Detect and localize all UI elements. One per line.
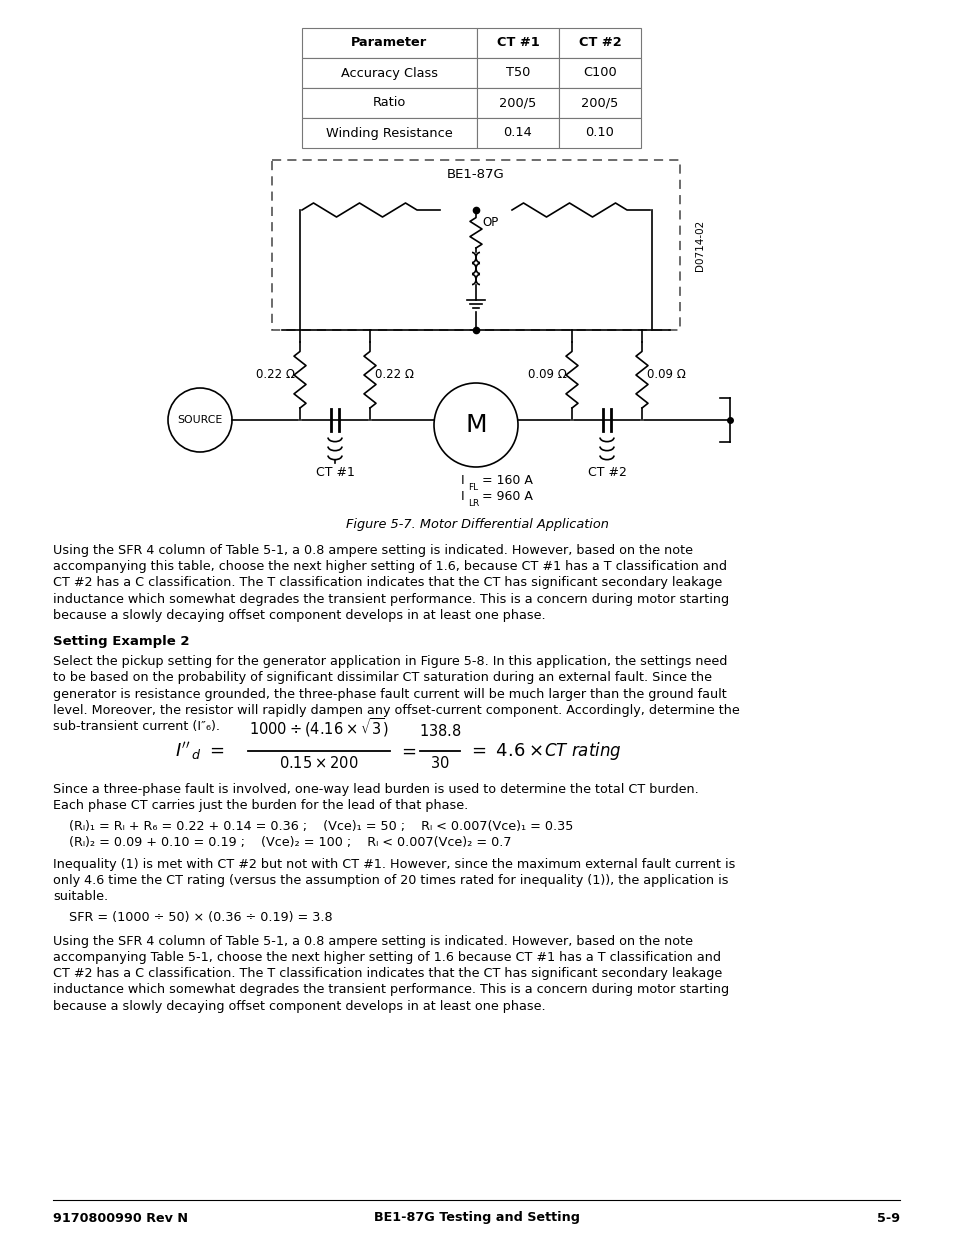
Text: Figure 5-7. Motor Differential Application: Figure 5-7. Motor Differential Applicati… <box>345 517 608 531</box>
Bar <box>302 119 476 148</box>
Text: $=\ 4.6\times$: $=\ 4.6\times$ <box>468 742 542 761</box>
Bar <box>558 28 640 58</box>
Text: CT #2 has a C classification. The T classification indicates that the CT has sig: CT #2 has a C classification. The T clas… <box>53 577 721 589</box>
Text: Accuracy Class: Accuracy Class <box>340 67 437 79</box>
Text: SOURCE: SOURCE <box>177 415 222 425</box>
Text: Each phase CT carries just the burden for the lead of that phase.: Each phase CT carries just the burden fo… <box>53 799 468 813</box>
Text: 200/5: 200/5 <box>580 96 618 110</box>
Bar <box>302 28 476 58</box>
Text: (Rₗ)₂ = 0.09 + 0.10 = 0.19 ;    (Vce)₂ = 100 ;    Rₗ < 0.007(Vce)₂ = 0.7: (Rₗ)₂ = 0.09 + 0.10 = 0.19 ; (Vce)₂ = 10… <box>53 836 511 848</box>
Text: I: I <box>460 490 464 503</box>
Text: $1000\div(4.16\times\sqrt{3})$: $1000\div(4.16\times\sqrt{3})$ <box>249 716 389 740</box>
Text: CT #2 has a C classification. The T classification indicates that the CT has sig: CT #2 has a C classification. The T clas… <box>53 967 721 981</box>
Text: = 960 A: = 960 A <box>477 490 533 503</box>
Text: to be based on the probability of significant dissimilar CT saturation during an: to be based on the probability of signif… <box>53 672 711 684</box>
Bar <box>272 161 679 330</box>
Text: 0.14: 0.14 <box>503 126 532 140</box>
Text: 0.09 Ω: 0.09 Ω <box>646 368 685 382</box>
Text: = 160 A: = 160 A <box>477 474 533 487</box>
Text: SFR = (1000 ÷ 50) × (0.36 ÷ 0.19) = 3.8: SFR = (1000 ÷ 50) × (0.36 ÷ 0.19) = 3.8 <box>53 910 333 924</box>
Text: Select the pickup setting for the generator application in Figure 5-8. In this a: Select the pickup setting for the genera… <box>53 656 726 668</box>
Text: 9170800990 Rev N: 9170800990 Rev N <box>53 1212 188 1224</box>
Text: CT #2: CT #2 <box>587 466 626 479</box>
Text: 0.09 Ω: 0.09 Ω <box>528 368 566 382</box>
Text: CT #1: CT #1 <box>497 37 538 49</box>
Bar <box>558 58 640 88</box>
Text: 200/5: 200/5 <box>498 96 536 110</box>
Text: I: I <box>460 474 464 487</box>
Bar <box>302 58 476 88</box>
Text: 0.22 Ω: 0.22 Ω <box>375 368 414 382</box>
Text: Using the SFR 4 column of Table 5-1, a 0.8 ampere setting is indicated. However,: Using the SFR 4 column of Table 5-1, a 0… <box>53 935 692 947</box>
Text: $CT\ rating$: $CT\ rating$ <box>543 740 621 762</box>
Text: $I''_{\,d}\ =$: $I''_{\,d}\ =$ <box>174 740 224 762</box>
Text: level. Moreover, the resistor will rapidly dampen any offset-current component. : level. Moreover, the resistor will rapid… <box>53 704 739 716</box>
Text: 0.22 Ω: 0.22 Ω <box>255 368 294 382</box>
Text: OP: OP <box>481 216 497 228</box>
Text: Ratio: Ratio <box>373 96 406 110</box>
Text: Winding Resistance: Winding Resistance <box>326 126 453 140</box>
Text: inductance which somewhat degrades the transient performance. This is a concern : inductance which somewhat degrades the t… <box>53 983 728 997</box>
Text: because a slowly decaying offset component develops in at least one phase.: because a slowly decaying offset compone… <box>53 609 545 621</box>
Text: CT #2: CT #2 <box>578 37 620 49</box>
Text: Inequality (1) is met with CT #2 but not with CT #1. However, since the maximum : Inequality (1) is met with CT #2 but not… <box>53 858 735 871</box>
Text: inductance which somewhat degrades the transient performance. This is a concern : inductance which somewhat degrades the t… <box>53 593 728 605</box>
Text: (Rₗ)₁ = Rₗ + R₆ = 0.22 + 0.14 = 0.36 ;    (Vce)₁ = 50 ;    Rₗ < 0.007(Vce)₁ = 0.: (Rₗ)₁ = Rₗ + R₆ = 0.22 + 0.14 = 0.36 ; (… <box>53 820 573 832</box>
Text: $0.15\times200$: $0.15\times200$ <box>279 755 358 771</box>
Text: Using the SFR 4 column of Table 5-1, a 0.8 ampere setting is indicated. However,: Using the SFR 4 column of Table 5-1, a 0… <box>53 543 692 557</box>
Bar <box>558 88 640 119</box>
Text: BE1-87G: BE1-87G <box>447 168 504 182</box>
Bar <box>302 88 476 119</box>
Text: 5-9: 5-9 <box>876 1212 899 1224</box>
Bar <box>476 119 558 148</box>
Bar <box>558 119 640 148</box>
Bar <box>476 88 558 119</box>
Text: $=$: $=$ <box>397 742 416 761</box>
Text: CT #1: CT #1 <box>315 466 355 479</box>
Text: Parameter: Parameter <box>351 37 427 49</box>
Text: 0.10: 0.10 <box>585 126 614 140</box>
Text: only 4.6 time the CT rating (versus the assumption of 20 times rated for inequal: only 4.6 time the CT rating (versus the … <box>53 874 728 887</box>
Text: $138.8$: $138.8$ <box>418 724 460 740</box>
Text: because a slowly decaying offset component develops in at least one phase.: because a slowly decaying offset compone… <box>53 999 545 1013</box>
Text: Setting Example 2: Setting Example 2 <box>53 635 190 648</box>
Text: FL: FL <box>468 483 477 492</box>
Text: T50: T50 <box>505 67 530 79</box>
Text: accompanying Table 5-1, choose the next higher setting of 1.6 because CT #1 has : accompanying Table 5-1, choose the next … <box>53 951 720 965</box>
Text: D0714-02: D0714-02 <box>695 220 704 270</box>
Text: Since a three-phase fault is involved, one-way lead burden is used to determine : Since a three-phase fault is involved, o… <box>53 783 698 797</box>
Text: BE1-87G Testing and Setting: BE1-87G Testing and Setting <box>374 1212 579 1224</box>
Text: sub-transient current (I″₆).: sub-transient current (I″₆). <box>53 720 220 734</box>
Text: LR: LR <box>468 499 478 508</box>
Text: M: M <box>465 412 486 437</box>
Text: accompanying this table, choose the next higher setting of 1.6, because CT #1 ha: accompanying this table, choose the next… <box>53 561 726 573</box>
Text: generator is resistance grounded, the three-phase fault current will be much lar: generator is resistance grounded, the th… <box>53 688 726 700</box>
Text: suitable.: suitable. <box>53 890 108 903</box>
Text: $30$: $30$ <box>430 755 450 771</box>
Text: C100: C100 <box>582 67 617 79</box>
Bar <box>476 58 558 88</box>
Bar <box>476 28 558 58</box>
